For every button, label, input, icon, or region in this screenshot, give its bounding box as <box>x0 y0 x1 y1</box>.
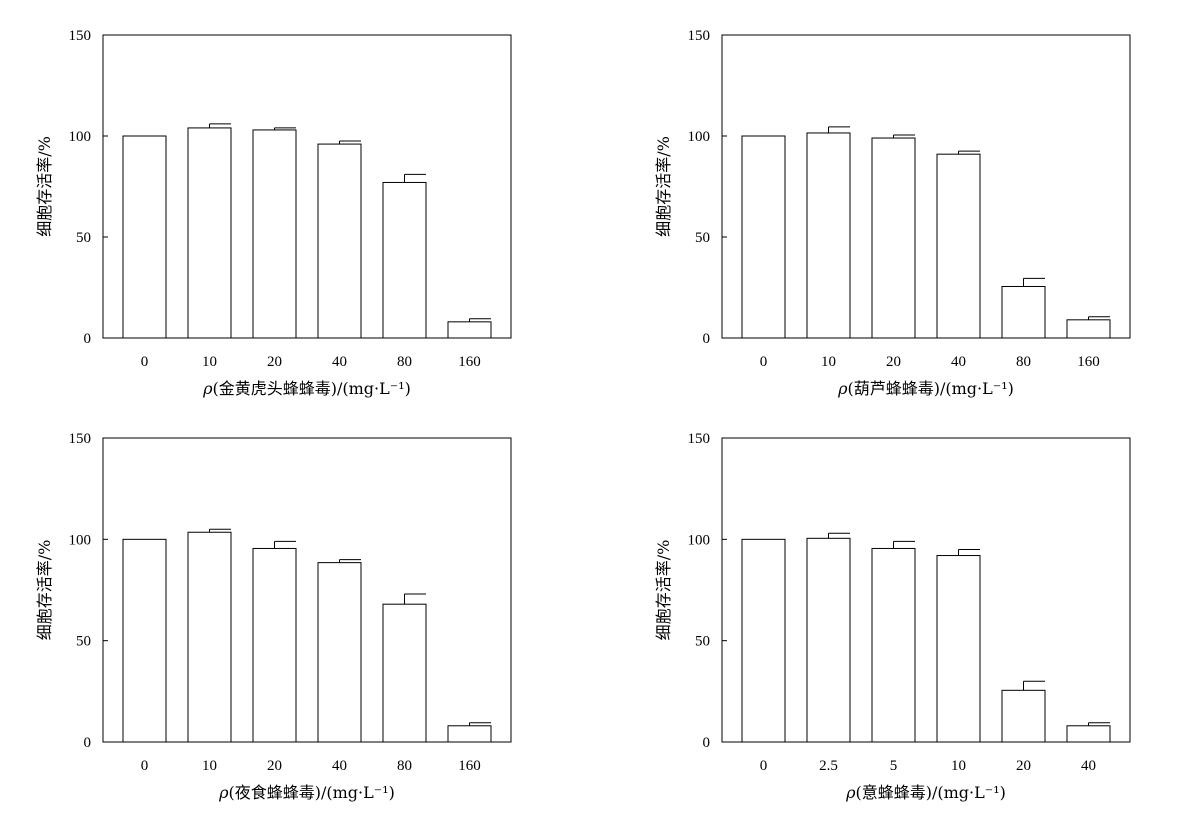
x-tick-label: 10 <box>821 354 836 370</box>
x-axis-variable: ρ <box>202 379 213 398</box>
y-axis-label: 细胞存活率/% <box>654 136 673 237</box>
x-tick-label: 80 <box>397 758 412 774</box>
x-tick-label: 0 <box>760 758 768 774</box>
x-tick-label: 20 <box>1016 758 1031 774</box>
y-axis-label: 细胞存活率/% <box>35 136 54 237</box>
x-tick-label: 20 <box>267 758 282 774</box>
y-tick-label: 150 <box>688 431 711 447</box>
chart-panel-2: 0 50 100 150 0 10 20 40 80 160 ρ(葫芦蜂蜂毒)/(mg·L⁻¹) 细胞… <box>654 28 1131 398</box>
plot-frame <box>721 437 1131 743</box>
bar <box>317 562 362 743</box>
bar <box>447 321 492 339</box>
bar <box>1001 689 1046 743</box>
chart-panel-1: 0 50 100 150 0 10 20 40 80 160 ρ(金黄虎头蜂蜂毒)/(mg·L⁻¹)… <box>35 28 512 398</box>
bar <box>122 135 167 339</box>
x-axis-variable: ρ <box>837 379 848 398</box>
bar <box>936 153 981 339</box>
y-tick-label: 150 <box>69 28 92 44</box>
y-tick-label: 50 <box>76 230 91 246</box>
chart-panel-4: 0 50 100 150 0 2.5 5 10 20 40 ρ(意蜂蜂毒)/(mg·L⁻¹) 细胞存活… <box>654 431 1131 802</box>
x-tick-label: 40 <box>332 354 347 370</box>
y-axis-label: 细胞存活率/% <box>35 540 54 641</box>
x-axis-unit: (葫芦蜂蜂毒)/(mg·L⁻¹) <box>848 379 1014 398</box>
x-axis-label: ρ(葫芦蜂蜂毒)/(mg·L⁻¹) <box>837 379 1014 398</box>
y-tick-label: 50 <box>695 230 710 246</box>
bar <box>1066 319 1111 339</box>
bar <box>806 537 851 743</box>
x-tick-label: 0 <box>760 354 768 370</box>
y-axis-label: 细胞存活率/% <box>654 540 673 641</box>
x-tick-label: 0 <box>141 758 149 774</box>
bar <box>252 129 297 339</box>
x-axis-variable: ρ <box>845 783 856 802</box>
bar <box>741 135 786 339</box>
bar <box>122 538 167 743</box>
x-tick-label: 160 <box>458 758 481 774</box>
y-tick-label: 100 <box>69 129 92 145</box>
bar <box>871 137 916 339</box>
bar <box>187 127 232 339</box>
bar <box>447 725 492 743</box>
bar <box>317 143 362 339</box>
x-axis-unit: (夜食蜂蜂毒)/(mg·L⁻¹) <box>229 783 395 802</box>
x-tick-label: 10 <box>951 758 966 774</box>
x-axis-label: ρ(意蜂蜂毒)/(mg·L⁻¹) <box>845 783 1006 802</box>
y-tick-label: 100 <box>688 532 711 548</box>
x-axis-unit: (意蜂蜂毒)/(mg·L⁻¹) <box>856 783 1006 802</box>
x-tick-label: 160 <box>1077 354 1100 370</box>
bar <box>187 531 232 743</box>
x-axis-label: ρ(金黄虎头蜂蜂毒)/(mg·L⁻¹) <box>202 379 411 398</box>
x-tick-label: 0 <box>141 354 149 370</box>
bar <box>806 132 851 339</box>
x-tick-label: 80 <box>397 354 412 370</box>
plot-frame <box>102 34 512 339</box>
x-tick-label: 10 <box>202 758 217 774</box>
bar <box>382 181 427 339</box>
x-tick-label: 40 <box>951 354 966 370</box>
y-tick-label: 0 <box>84 735 92 751</box>
y-tick-label: 150 <box>69 431 92 447</box>
y-tick-label: 100 <box>688 129 711 145</box>
y-tick-label: 50 <box>695 634 710 650</box>
plot-frame <box>102 437 512 743</box>
x-tick-label: 80 <box>1016 354 1031 370</box>
x-axis-unit: (金黄虎头蜂蜂毒)/(mg·L⁻¹) <box>213 379 411 398</box>
bar <box>936 555 981 743</box>
bar <box>871 547 916 743</box>
x-tick-label: 10 <box>202 354 217 370</box>
plot-frame <box>721 34 1131 339</box>
y-tick-label: 0 <box>84 331 92 347</box>
bar <box>1066 725 1111 743</box>
y-tick-label: 150 <box>688 28 711 44</box>
bar <box>252 547 297 743</box>
x-tick-label: 5 <box>890 758 898 774</box>
y-tick-label: 100 <box>69 532 92 548</box>
bar <box>741 538 786 743</box>
x-axis-variable: ρ <box>218 783 229 802</box>
bar <box>1001 285 1046 339</box>
x-tick-label: 160 <box>458 354 481 370</box>
bar <box>382 603 427 743</box>
x-tick-label: 20 <box>886 354 901 370</box>
x-tick-label: 40 <box>332 758 347 774</box>
chart-panel-3: 0 50 100 150 0 10 20 40 80 160 ρ(夜食蜂蜂毒)/(mg·L⁻¹) 细胞… <box>35 431 512 802</box>
x-tick-label: 20 <box>267 354 282 370</box>
x-tick-label: 2.5 <box>819 758 838 774</box>
y-tick-label: 0 <box>703 331 711 347</box>
x-axis-label: ρ(夜食蜂蜂毒)/(mg·L⁻¹) <box>218 783 395 802</box>
y-tick-label: 50 <box>76 634 91 650</box>
x-tick-label: 40 <box>1081 758 1096 774</box>
y-tick-label: 0 <box>703 735 711 751</box>
